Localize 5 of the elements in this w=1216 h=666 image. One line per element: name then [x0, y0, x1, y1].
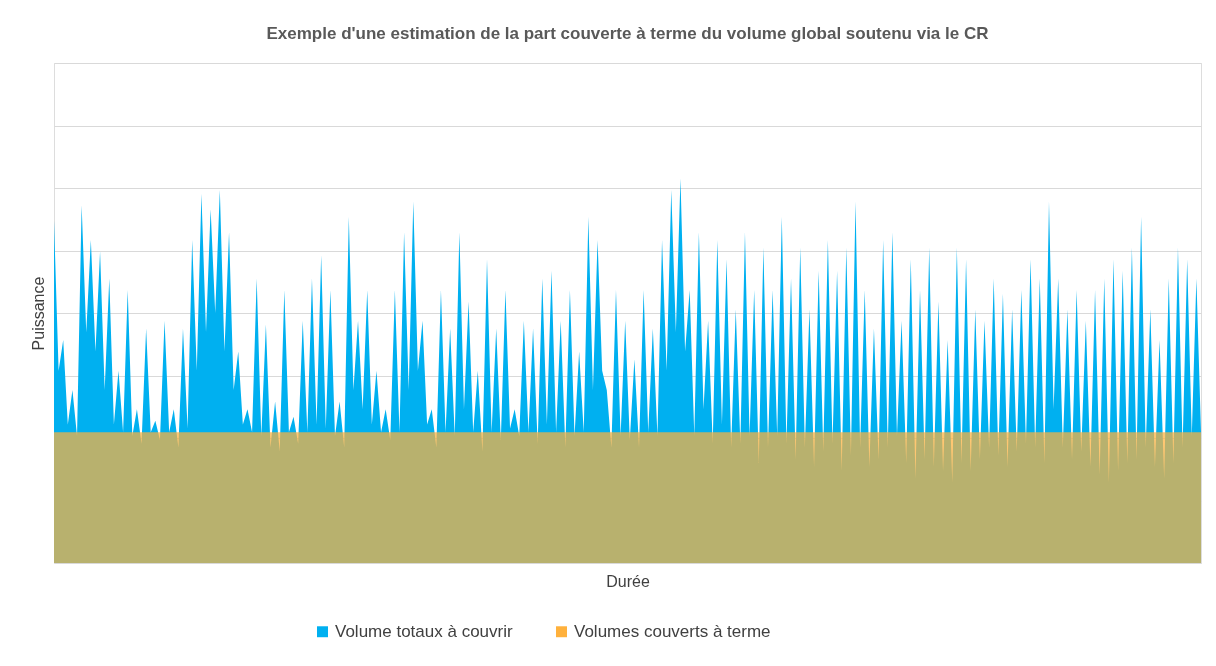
- chart-title: Exemple d'une estimation de la part couverte à terme du volume global soutenu via le CR: [266, 24, 989, 43]
- legend-label: Volumes couverts à terme: [574, 621, 771, 641]
- x-axis-title: Durée: [606, 572, 650, 590]
- legend-label: Volume totaux à couvrir: [335, 621, 513, 641]
- y-axis-title: Puissance: [29, 276, 47, 351]
